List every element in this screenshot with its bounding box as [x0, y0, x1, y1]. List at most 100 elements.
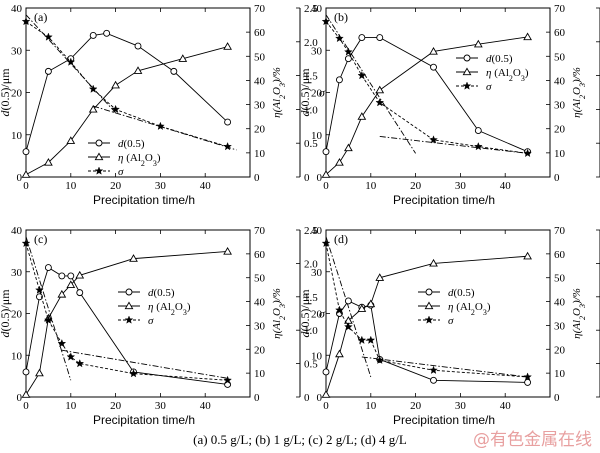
y-left-tick-label: 40 — [311, 3, 323, 15]
y-eta-tick-label: 60 — [254, 27, 266, 39]
y-left-tick-label: 20 — [311, 309, 323, 321]
data-point-star — [344, 47, 353, 56]
series-line-circle — [25, 266, 228, 385]
legend-marker-circle — [425, 288, 433, 296]
data-point-triangle — [429, 46, 438, 55]
y-sigma-axis-label: σ — [319, 307, 326, 321]
x-tick-label: 10 — [65, 400, 77, 412]
data-point-circle — [524, 378, 532, 386]
data-point-circle — [22, 368, 30, 376]
y-sigma-tick-label: 2.5 — [304, 225, 318, 237]
data-point-triangle — [344, 143, 353, 152]
y-eta-tick-label: 40 — [254, 297, 266, 309]
x-tick-label: 40 — [200, 400, 212, 412]
chart-panel-c: 0 10 20 30 40 Precipitation time/h 0 10 20 30 40 d(… — [0, 225, 326, 427]
x-tick-label: 30 — [455, 180, 467, 192]
y-eta-tick-label: 30 — [554, 320, 566, 332]
data-point-star — [429, 135, 438, 144]
legend-label: σ — [118, 166, 124, 178]
legend-label: d(0.5) — [448, 287, 475, 299]
series-line-circle — [25, 32, 228, 152]
y-left-tick-label: 30 — [311, 267, 323, 279]
data-point-circle — [358, 34, 366, 42]
y-sigma-tick-label: 2.0 — [304, 258, 318, 270]
x-tick-label: 0 — [23, 400, 29, 412]
data-point-triangle — [223, 42, 232, 50]
legend-marker-star — [424, 315, 434, 324]
data-point-circle — [35, 293, 43, 301]
y-sigma-tick-label: 1.0 — [304, 325, 318, 337]
legend-label: η (Al2O3) — [118, 152, 161, 168]
x-tick-label: 30 — [155, 400, 167, 412]
data-point-triangle — [357, 112, 367, 120]
data-point-star — [344, 322, 353, 331]
y-eta-tick-label: 70 — [254, 3, 266, 15]
data-point-triangle — [44, 158, 53, 166]
data-point-circle — [474, 127, 482, 134]
fit-line — [361, 356, 528, 378]
x-axis-label: Precipitation time/h — [93, 193, 195, 207]
data-point-circle — [76, 289, 84, 297]
y-eta-tick-label: 30 — [554, 100, 566, 112]
data-point-triangle — [21, 390, 31, 398]
y-left-tick-label: 10 — [11, 350, 23, 362]
data-point-triangle — [335, 349, 344, 358]
x-tick-label: 20 — [410, 180, 422, 192]
legend-label: d(0.5) — [486, 53, 513, 65]
data-point-triangle — [357, 304, 367, 312]
data-point-star — [21, 16, 31, 26]
y-left-axis-label: d(0.5)/μm — [0, 289, 12, 338]
legend-label: σ — [148, 315, 154, 327]
data-point-triangle — [335, 158, 344, 166]
y-sigma-tick-label: 0.5 — [304, 359, 318, 371]
y-eta-axis-label: η(Al2O3)/% — [571, 288, 587, 339]
y-sigma-tick-label: 0.5 — [304, 138, 318, 150]
data-point-circle — [344, 297, 352, 305]
data-point-star — [321, 16, 331, 26]
chart-panel-b: 0 10 20 30 40 Precipitation time/h 0 10 20 30 40 d(… — [298, 3, 600, 207]
x-tick-label: 0 — [23, 180, 29, 192]
y-left-tick-label: 40 — [311, 225, 323, 237]
data-point-star — [335, 33, 344, 43]
y-left-tick-label: 0 — [317, 392, 323, 404]
y-eta-tick-label: 10 — [554, 148, 566, 160]
y-eta-axis-label: η(Al2O3)/% — [271, 67, 287, 118]
chart-panel-d: 0 10 20 30 40 Precipitation time/h 0 10 20 30 40 d(… — [298, 225, 600, 427]
legend-label: σ — [448, 315, 454, 327]
y-left-tick-label: 20 — [11, 309, 23, 321]
data-point-triangle — [178, 54, 188, 62]
series-line-triangle — [325, 36, 528, 175]
x-tick-label: 30 — [155, 180, 167, 192]
y-eta-tick-label: 60 — [554, 27, 566, 39]
y-eta-tick-label: 0 — [254, 392, 260, 404]
y-eta-tick-label: 60 — [254, 249, 266, 261]
y-sigma-tick-label: 0 — [304, 392, 310, 404]
data-point-circle — [430, 63, 437, 71]
fit-line — [379, 135, 528, 154]
x-tick-label: 10 — [65, 180, 77, 192]
data-point-star — [523, 372, 532, 381]
data-point-triangle — [57, 289, 67, 298]
y-eta-tick-label: 30 — [254, 320, 266, 332]
y-left-tick-label: 30 — [11, 45, 23, 57]
data-point-star — [88, 84, 98, 93]
data-point-star — [429, 365, 438, 374]
x-tick-label: 20 — [110, 400, 122, 412]
data-point-circle — [322, 148, 330, 156]
data-point-circle — [376, 34, 384, 42]
fit-line — [25, 236, 72, 381]
y-eta-tick-label: 10 — [254, 368, 266, 380]
data-point-triangle — [88, 104, 98, 113]
y-eta-tick-label: 20 — [554, 124, 566, 136]
data-point-star — [223, 375, 232, 384]
data-point-triangle — [223, 246, 232, 255]
x-tick-label: 40 — [500, 180, 512, 192]
y-eta-tick-label: 70 — [254, 225, 266, 237]
series-line-triangle — [25, 251, 228, 395]
x-tick-label: 40 — [500, 400, 512, 412]
y-left-axis-label: d(0.5)/μm — [298, 68, 312, 117]
data-point-star — [21, 238, 31, 248]
data-point-triangle — [111, 80, 120, 89]
y-left-axis-label: d(0.5)/μm — [0, 68, 12, 117]
